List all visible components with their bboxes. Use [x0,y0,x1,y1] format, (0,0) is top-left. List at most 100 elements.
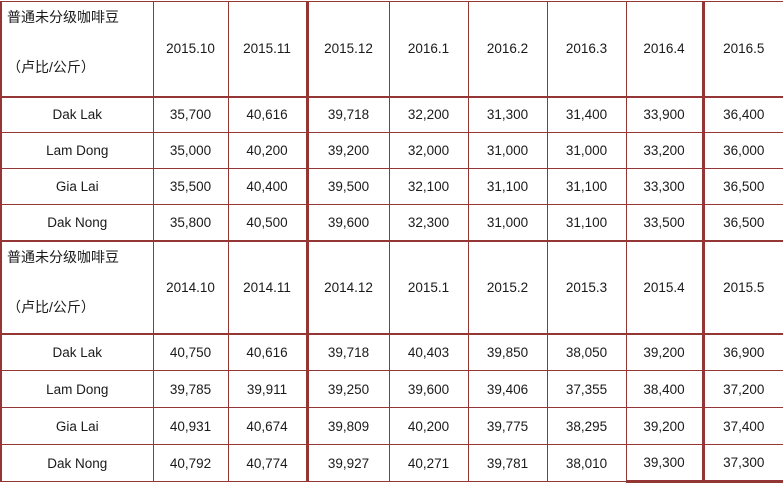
table-cell: 40,792 [152,444,229,482]
column-header: 2015.2 [467,239,548,335]
table-cell: 31,300 [467,96,548,133]
table-cell: 39,200 [306,132,390,169]
table-cell: 39,200 [625,333,705,371]
table-cell: 39,250 [306,370,390,408]
table-cell: 31,100 [546,204,627,241]
table-cell: 31,000 [467,132,548,169]
row-label: Lam Dong [0,370,154,408]
table-row: Dak Nong 35,800 40,500 39,600 32,300 31,… [0,204,783,241]
table-cell: 39,785 [152,370,229,408]
row-label: Gia Lai [0,168,154,205]
column-header: 2015.1 [388,239,469,335]
table-row: Gia Lai 40,931 40,674 39,809 40,200 39,7… [0,407,783,445]
table-cell: 39,927 [306,444,390,482]
table-cell: 32,100 [388,168,469,205]
table-cell: 32,300 [388,204,469,241]
table-cell: 36,000 [702,132,783,169]
table-cell: 33,500 [625,204,705,241]
column-header: 2015.3 [546,239,627,335]
table-cell: 40,616 [227,333,309,371]
table1-unit-label: （卢比/公斤） [7,59,95,75]
table-cell: 33,300 [625,168,705,205]
column-header: 2015.12 [306,1,390,98]
table-cell: 40,750 [152,333,229,371]
table1-row-header: 普通未分级咖啡豆 （卢比/公斤） [0,1,154,98]
column-header: 2014.10 [152,239,229,335]
row-label: Dak Lak [0,333,154,371]
table-cell: 40,200 [388,407,469,445]
column-header: 2016.3 [546,1,627,98]
table-cell: 37,400 [702,407,783,445]
row-label: Dak Lak [0,96,154,133]
table-cell: 38,010 [546,444,627,482]
table-cell: 39,500 [306,168,390,205]
column-header: 2014.11 [227,239,309,335]
table-cell: 31,400 [546,96,627,133]
row-label: Lam Dong [0,132,154,169]
table-cell: 40,200 [227,132,309,169]
table-cell: 33,200 [625,132,705,169]
table-cell: 32,200 [388,96,469,133]
table-cell: 35,700 [152,96,229,133]
table-cell: 38,050 [546,333,627,371]
table-row: Lam Dong 39,785 39,911 39,250 39,600 39,… [0,370,783,408]
table-cell: 35,800 [152,204,229,241]
table-cell: 32,000 [388,132,469,169]
table-cell: 39,718 [306,96,390,133]
table-cell: 37,355 [546,370,627,408]
column-header: 2016.4 [625,1,705,98]
table-cell: 39,406 [467,370,548,408]
table-cell: 31,000 [467,204,548,241]
table1-header-row: 普通未分级咖啡豆 （卢比/公斤） 2015.10 2015.11 2015.12… [0,1,783,98]
row-label: Dak Nong [0,204,154,241]
table-cell: 39,600 [306,204,390,241]
table-cell: 40,616 [227,96,309,133]
table-cell: 40,674 [227,407,309,445]
table-cell: 40,931 [152,407,229,445]
column-header: 2015.5 [702,239,783,335]
table2-unit-label: （卢比/公斤） [7,298,95,315]
column-header: 2015.10 [152,1,229,98]
column-header: 2015.4 [625,239,705,335]
table-row: Gia Lai 35,500 40,400 39,500 32,100 31,1… [0,168,783,205]
table-cell: 36,400 [702,96,783,133]
table-cell: 39,300 [625,444,705,483]
table2-title: 普通未分级咖啡豆 [7,248,119,265]
row-label: Dak Nong [0,444,154,482]
table-cell: 31,100 [546,168,627,205]
table-cell: 31,000 [546,132,627,169]
column-header: 2016.2 [467,1,548,98]
table-cell: 39,850 [467,333,548,371]
table-cell: 33,900 [625,96,705,133]
column-header: 2016.1 [388,1,469,98]
table-cell: 39,200 [625,407,705,445]
table-cell: 37,200 [702,370,783,408]
column-header: 2014.12 [306,239,390,335]
table2-row-header: 普通未分级咖啡豆 （卢比/公斤） [0,239,154,335]
table-cell: 39,775 [467,407,548,445]
table-cell: 40,400 [227,168,309,205]
column-header: 2015.11 [227,1,309,98]
table2-header-row: 普通未分级咖啡豆 （卢比/公斤） 2014.10 2014.11 2014.12… [0,239,783,335]
table-cell: 40,774 [227,444,309,482]
table-cell: 35,500 [152,168,229,205]
table-cell: 39,600 [388,370,469,408]
table-cell: 35,000 [152,132,229,169]
table-cell: 39,911 [227,370,309,408]
table-row: Dak Nong 40,792 40,774 39,927 40,271 39,… [0,444,783,483]
table-cell: 40,271 [388,444,469,482]
table-cell: 39,781 [467,444,548,482]
table-row: Lam Dong 35,000 40,200 39,200 32,000 31,… [0,132,783,169]
table-row: Dak Lak 35,700 40,616 39,718 32,200 31,3… [0,96,783,133]
table-cell: 36,900 [702,333,783,371]
table-cell: 36,500 [702,204,783,241]
table1-title: 普通未分级咖啡豆 [7,9,119,25]
table-row: Dak Lak 40,750 40,616 39,718 40,403 39,8… [0,333,783,371]
table-cell: 37,300 [702,444,783,483]
column-header: 2016.5 [702,1,783,98]
table-cell: 38,400 [625,370,705,408]
table-cell: 36,500 [702,168,783,205]
table-cell: 39,718 [306,333,390,371]
